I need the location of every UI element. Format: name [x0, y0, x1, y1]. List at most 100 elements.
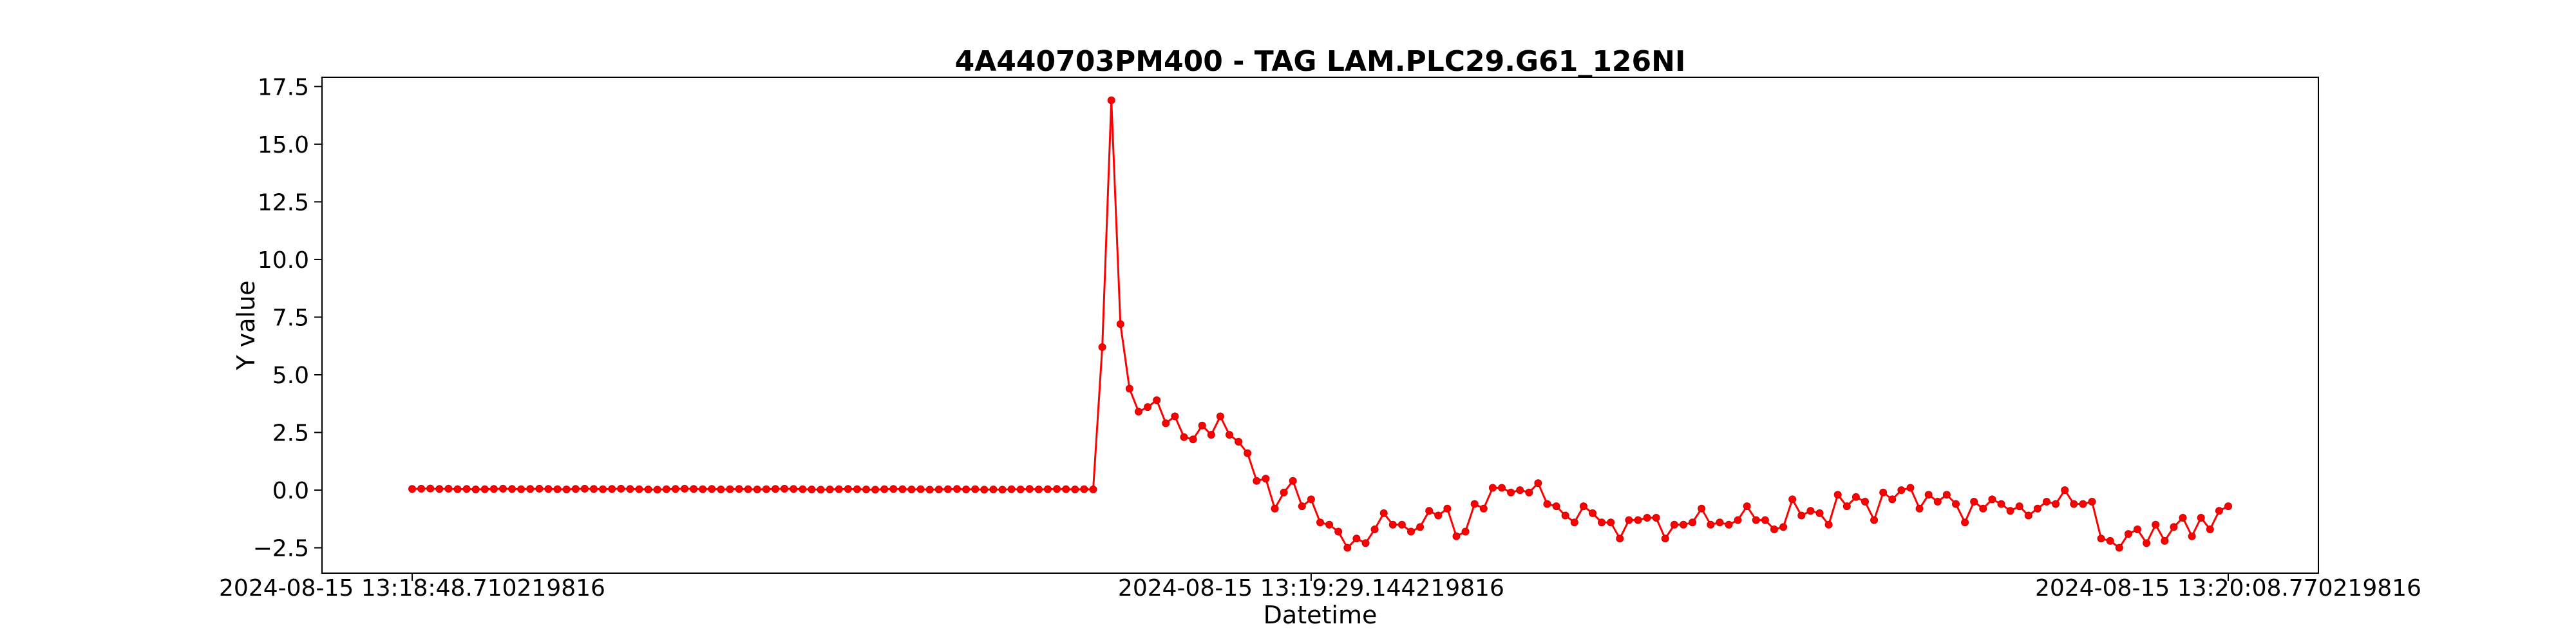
data-point: [1915, 504, 1924, 513]
data-point: [1598, 518, 1606, 527]
data-point: [1116, 320, 1124, 328]
data-point: [2043, 498, 2050, 506]
data-point: [1861, 498, 1869, 506]
data-point: [1788, 495, 1797, 504]
data-point: [1235, 437, 1243, 446]
data-point: [626, 485, 634, 493]
data-point: [1625, 516, 1633, 524]
data-point: [580, 484, 589, 493]
data-point: [2052, 500, 2060, 508]
data-point: [898, 485, 907, 493]
data-point: [1025, 485, 1034, 493]
data-point: [2197, 514, 2205, 522]
data-point: [408, 485, 416, 493]
data-point: [1552, 502, 1560, 511]
data-point: [989, 486, 998, 493]
data-point: [426, 484, 435, 493]
data-point: [1271, 504, 1279, 513]
data-point: [1652, 514, 1660, 522]
data-point: [1089, 486, 1097, 493]
data-point: [499, 484, 507, 493]
data-point: [2215, 507, 2223, 515]
data-point: [1634, 516, 1642, 524]
data-point: [1770, 526, 1778, 533]
y-tick-label: 7.5: [272, 305, 309, 331]
data-point: [799, 485, 807, 493]
data-point: [1997, 500, 2005, 508]
data-point: [871, 486, 880, 494]
data-point: [2061, 486, 2069, 495]
data-point: [599, 485, 607, 493]
data-point: [671, 485, 679, 493]
data-point: [1988, 495, 1996, 504]
data-point: [1062, 485, 1070, 493]
data-point: [517, 485, 526, 493]
data-point: [2179, 514, 2187, 522]
data-point: [1162, 419, 1170, 428]
data-point: [1034, 486, 1043, 493]
data-point: [2115, 544, 2123, 552]
data-point: [1016, 486, 1025, 493]
data-point: [916, 485, 925, 493]
data-point: [489, 485, 498, 493]
data-point: [2124, 530, 2132, 538]
y-axis: −2.5 0.0 2.5 5.0 7.5 10.0 12.5 15.0 17.5: [253, 74, 322, 562]
data-point: [1942, 491, 1951, 499]
data-point: [1961, 518, 1969, 527]
data-point: [1452, 532, 1461, 540]
data-point: [808, 486, 816, 493]
data-point: [1180, 433, 1188, 441]
data-point: [2079, 500, 2087, 508]
data-point: [1670, 520, 1678, 529]
y-tick-label: 15.0: [258, 132, 309, 158]
data-point: [562, 486, 571, 493]
data-point: [1952, 500, 1960, 508]
data-point: [1053, 485, 1061, 493]
data-point: [1797, 511, 1806, 520]
data-point: [1824, 520, 1833, 529]
data-point: [1080, 485, 1088, 493]
data-point: [962, 486, 971, 493]
data-point: [1144, 403, 1152, 412]
data-point: [1725, 520, 1733, 529]
data-point: [1262, 475, 1270, 483]
data-point: [653, 486, 661, 494]
data-point: [1135, 408, 1142, 416]
data-point: [1407, 527, 1415, 536]
data-point: [717, 486, 725, 493]
data-point: [699, 485, 707, 493]
data-point: [1589, 509, 1596, 517]
data-point: [726, 485, 734, 493]
data-point: [1289, 477, 1297, 485]
data-point: [1470, 500, 1479, 508]
data-point: [889, 485, 898, 493]
data-point: [1498, 484, 1506, 492]
data-point: [471, 486, 480, 493]
data-point: [2152, 520, 2160, 529]
data-point: [1570, 518, 1578, 527]
data-point: [1198, 421, 1206, 430]
data-point: [817, 486, 825, 494]
data-point: [735, 485, 743, 493]
data-point: [1561, 511, 1569, 520]
data-point: [1734, 516, 1742, 524]
data-point: [1397, 520, 1406, 529]
data-point: [2143, 539, 2151, 547]
data-point: [971, 485, 980, 493]
data-point: [907, 486, 916, 493]
data-point: [2015, 502, 2023, 511]
data-point: [781, 484, 789, 493]
data-point: [925, 486, 934, 494]
x-axis-label: Datetime: [1264, 601, 1378, 629]
data-point: [2006, 507, 2014, 515]
data-point: [1888, 495, 1897, 504]
data-point: [1370, 526, 1379, 533]
data-point: [435, 485, 444, 493]
y-tick-label: 17.5: [258, 74, 309, 100]
plot-area: [321, 77, 2319, 574]
data-point: [1280, 488, 1288, 497]
data-points: [408, 96, 2232, 552]
data-point: [2024, 511, 2032, 520]
data-point: [544, 485, 553, 493]
